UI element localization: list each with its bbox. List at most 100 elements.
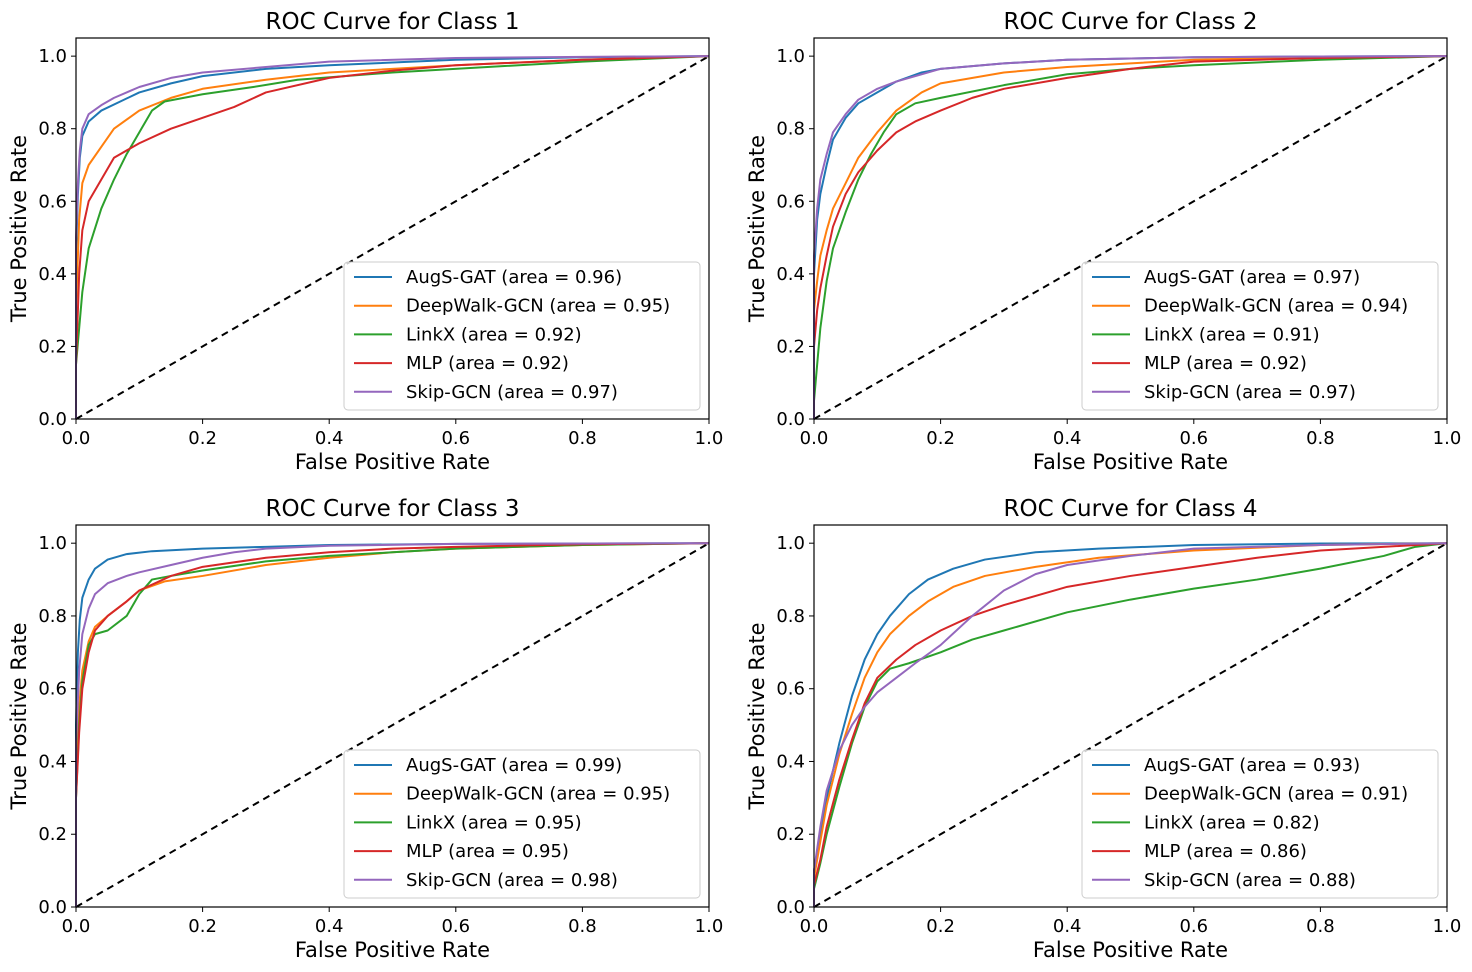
legend: AugS-GAT (area = 0.97) DeepWalk-GCN (area… xyxy=(1081,261,1439,411)
x-tick-label: 0.8 xyxy=(1306,428,1335,449)
legend: AugS-GAT (area = 0.96) DeepWalk-GCN (area… xyxy=(343,261,701,411)
legend-label: MLP (area = 0.92) xyxy=(406,353,569,374)
y-tick-label: 1.0 xyxy=(38,533,67,554)
y-tick-label: 0.8 xyxy=(38,606,67,627)
legend-label: MLP (area = 0.95) xyxy=(406,841,569,862)
chart-title: ROC Curve for Class 2 xyxy=(1003,9,1257,35)
x-axis-label: False Positive Rate xyxy=(295,450,490,474)
legend-label: Skip-GCN (area = 0.97) xyxy=(406,382,618,403)
legend-label: DeepWalk-GCN (area = 0.95) xyxy=(406,784,670,805)
diagonal-chance-line xyxy=(75,542,710,908)
series-line-skip-gcn xyxy=(813,542,1448,907)
y-tick-label: 0.2 xyxy=(38,336,67,357)
y-tick-label: 0.6 xyxy=(38,679,67,700)
y-tick-label: 0.4 xyxy=(776,264,805,285)
x-tick-label: 0.6 xyxy=(441,428,470,449)
legend-box xyxy=(1081,749,1439,899)
y-tick-label: 0.8 xyxy=(776,119,805,140)
legend-label: AugS-GAT (area = 0.93) xyxy=(1144,755,1360,776)
legend-label: LinkX (area = 0.91) xyxy=(1144,324,1320,345)
x-tick-label: 0.6 xyxy=(1179,916,1208,937)
y-tick-label: 0.8 xyxy=(38,119,67,140)
legend-label: DeepWalk-GCN (area = 0.95) xyxy=(406,296,670,317)
y-tick-label: 0.4 xyxy=(776,751,805,772)
series-line-mlp xyxy=(813,55,1448,419)
legend-label: Skip-GCN (area = 0.88) xyxy=(1144,870,1356,891)
y-tick-label: 0.6 xyxy=(776,191,805,212)
x-tick-label: 0.0 xyxy=(62,428,91,449)
series-line-linkx xyxy=(813,542,1448,907)
diagonal-chance-line xyxy=(813,542,1448,908)
y-axis-label: True Positive Rate xyxy=(7,135,31,323)
y-tick-label: 0.6 xyxy=(776,679,805,700)
axes-frame xyxy=(75,524,710,908)
series-line-skip-gcn xyxy=(75,55,710,419)
y-axis-label: True Positive Rate xyxy=(745,135,769,323)
y-tick-label: 0.0 xyxy=(38,897,67,918)
x-tick-label: 0.0 xyxy=(800,916,829,937)
series-line-skip-gcn xyxy=(813,55,1448,419)
legend: AugS-GAT (area = 0.99) DeepWalk-GCN (area… xyxy=(343,749,701,899)
legend-label: Skip-GCN (area = 0.98) xyxy=(406,870,618,891)
x-tick-label: 0.2 xyxy=(926,428,955,449)
y-tick-label: 0.2 xyxy=(38,824,67,845)
legend-label: DeepWalk-GCN (area = 0.94) xyxy=(1144,296,1408,317)
y-tick-label: 1.0 xyxy=(776,46,805,67)
y-tick-label: 0.8 xyxy=(776,606,805,627)
x-axis-label: False Positive Rate xyxy=(295,938,490,962)
diagonal-chance-line xyxy=(813,55,1448,420)
y-tick-label: 0.0 xyxy=(776,897,805,918)
series-line-linkx xyxy=(75,55,710,419)
legend-label: LinkX (area = 0.92) xyxy=(406,324,582,345)
x-tick-label: 0.8 xyxy=(568,428,597,449)
series-line-deepwalk-gcn xyxy=(813,55,1448,419)
legend-box xyxy=(343,261,701,411)
x-tick-label: 0.4 xyxy=(315,428,344,449)
axes-frame xyxy=(813,524,1448,908)
axes-frame xyxy=(813,37,1448,420)
x-tick-label: 1.0 xyxy=(1433,916,1462,937)
x-tick-label: 1.0 xyxy=(695,428,724,449)
chart-title: ROC Curve for Class 1 xyxy=(265,9,519,35)
series-line-mlp xyxy=(813,542,1448,907)
series-line-mlp xyxy=(75,542,710,907)
series-line-augs-gat xyxy=(75,542,710,907)
legend-label: MLP (area = 0.92) xyxy=(1144,353,1307,374)
x-tick-label: 0.4 xyxy=(315,916,344,937)
legend-box xyxy=(343,749,701,899)
series-line-deepwalk-gcn xyxy=(75,55,710,419)
legend-label: LinkX (area = 0.82) xyxy=(1144,812,1320,833)
x-tick-label: 0.4 xyxy=(1053,428,1082,449)
x-tick-label: 0.6 xyxy=(1179,428,1208,449)
y-axis-label: True Positive Rate xyxy=(7,622,31,810)
chart-title: ROC Curve for Class 3 xyxy=(265,496,519,522)
x-tick-label: 0.6 xyxy=(441,916,470,937)
legend-label: MLP (area = 0.86) xyxy=(1144,841,1307,862)
y-tick-label: 0.0 xyxy=(38,409,67,430)
y-tick-label: 1.0 xyxy=(38,46,67,67)
series-line-mlp xyxy=(75,55,710,419)
x-axis-label: False Positive Rate xyxy=(1033,450,1228,474)
roc-panel-class-4: ROC Curve for Class 4 0.0 0.2 0.4 0.6 0.8 1.0 0… xyxy=(745,496,1461,962)
chart-title: ROC Curve for Class 4 xyxy=(1003,496,1257,522)
series-line-deepwalk-gcn xyxy=(813,542,1448,907)
diagonal-chance-line xyxy=(75,55,710,420)
legend-box xyxy=(1081,261,1439,411)
x-tick-label: 1.0 xyxy=(1433,428,1462,449)
y-tick-label: 0.4 xyxy=(38,264,67,285)
legend-label: AugS-GAT (area = 0.97) xyxy=(1144,267,1360,288)
roc-panel-class-2: ROC Curve for Class 2 0.0 0.2 0.4 0.6 0.8 1.0 0… xyxy=(745,9,1461,474)
legend: AugS-GAT (area = 0.93) DeepWalk-GCN (area… xyxy=(1081,749,1439,899)
y-tick-label: 0.6 xyxy=(38,191,67,212)
x-tick-label: 0.0 xyxy=(62,916,91,937)
x-tick-label: 0.4 xyxy=(1053,916,1082,937)
y-tick-label: 0.0 xyxy=(776,409,805,430)
y-tick-label: 1.0 xyxy=(776,533,805,554)
series-line-skip-gcn xyxy=(75,542,710,907)
y-tick-label: 0.2 xyxy=(776,336,805,357)
x-tick-label: 0.8 xyxy=(1306,916,1335,937)
y-tick-label: 0.4 xyxy=(38,751,67,772)
legend-label: AugS-GAT (area = 0.96) xyxy=(406,267,622,288)
x-axis-label: False Positive Rate xyxy=(1033,938,1228,962)
